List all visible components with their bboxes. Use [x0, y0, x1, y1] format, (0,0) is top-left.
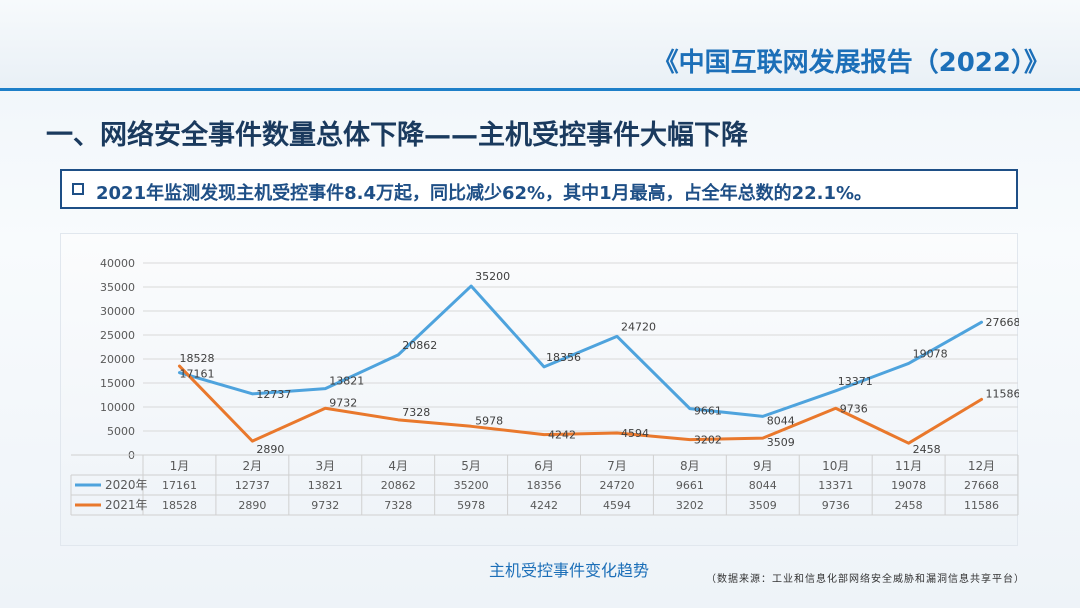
data-label: 7328	[402, 406, 430, 419]
data-label: 5978	[475, 414, 503, 427]
y-tick-label: 20000	[100, 353, 135, 366]
x-tick-label: 2月	[243, 459, 263, 473]
table-cell: 17161	[162, 479, 197, 492]
source-note: （数据来源：工业和信息化部网络安全威胁和漏洞信息共享平台）	[706, 574, 1025, 585]
data-label: 24720	[621, 320, 656, 333]
y-tick-label: 30000	[100, 305, 135, 318]
table-cell: 13371	[818, 479, 853, 492]
table-cell: 7328	[384, 499, 412, 512]
x-tick-label: 8月	[680, 459, 700, 473]
data-label: 18356	[546, 351, 581, 364]
x-tick-label: 10月	[822, 459, 849, 473]
y-tick-label: 10000	[100, 401, 135, 414]
x-tick-label: 12月	[968, 459, 995, 473]
section-heading: 一、网络安全事件数量总体下降——主机受控事件大幅下降	[46, 120, 748, 151]
data-label: 2458	[913, 443, 941, 456]
data-label: 3202	[694, 434, 722, 447]
table-cell: 9661	[676, 479, 704, 492]
table-cell: 2890	[238, 499, 266, 512]
legend-label: 2020年	[105, 478, 148, 492]
x-tick-label: 9月	[753, 459, 773, 473]
data-label: 11586	[986, 387, 1019, 400]
data-label: 13821	[329, 375, 364, 388]
table-cell: 3509	[749, 499, 777, 512]
table-cell: 4594	[603, 499, 631, 512]
x-tick-label: 6月	[534, 459, 554, 473]
table-cell: 9732	[311, 499, 339, 512]
series-line-1	[177, 364, 984, 445]
data-label: 12737	[256, 388, 291, 401]
line-chart: 0500010000150002000025000300003500040000…	[70, 257, 1019, 516]
data-label: 4594	[621, 427, 649, 440]
table-cell: 27668	[964, 479, 999, 492]
data-label: 17161	[179, 368, 214, 381]
summary-text: 2021年监测发现主机受控事件8.4万起，同比减少62%，其中1月最高，占全年总…	[96, 183, 873, 204]
y-tick-label: 25000	[100, 329, 135, 342]
table-cell: 2458	[895, 499, 923, 512]
y-tick-label: 15000	[100, 377, 135, 390]
data-label: 3509	[767, 436, 795, 449]
data-label: 8044	[767, 414, 795, 427]
table-cell: 18356	[527, 479, 562, 492]
data-label: 2890	[256, 443, 284, 456]
legend-label: 2021年	[105, 498, 148, 512]
x-tick-label: 7月	[607, 459, 627, 473]
x-tick-label: 11月	[895, 459, 922, 473]
table-cell: 18528	[162, 499, 197, 512]
x-tick-label: 5月	[461, 459, 481, 473]
series-line-0	[177, 284, 984, 418]
header-divider	[0, 88, 1080, 91]
y-tick-label: 35000	[100, 281, 135, 294]
y-tick-label: 5000	[107, 425, 135, 438]
data-label: 9661	[694, 405, 722, 418]
table-cell: 13821	[308, 479, 343, 492]
report-title: 《中国互联网发展报告（2022）》	[652, 48, 1050, 78]
table-cell: 4242	[530, 499, 558, 512]
table-cell: 20862	[381, 479, 416, 492]
table-cell: 12737	[235, 479, 270, 492]
table-cell: 19078	[891, 479, 926, 492]
table-cell: 35200	[454, 479, 489, 492]
table-cell: 8044	[749, 479, 777, 492]
y-tick-label: 40000	[100, 257, 135, 270]
table-cell: 5978	[457, 499, 485, 512]
table-cell: 24720	[599, 479, 634, 492]
data-label: 9736	[840, 402, 868, 415]
summary-box: 2021年监测发现主机受控事件8.4万起，同比减少62%，其中1月最高，占全年总…	[60, 169, 1018, 209]
chart-caption: 主机受控事件变化趋势	[489, 561, 650, 580]
table-cell: 11586	[964, 499, 999, 512]
checkbox-square-icon	[72, 183, 84, 195]
table-cell: 9736	[822, 499, 850, 512]
data-label: 4242	[548, 429, 576, 442]
data-label: 9732	[329, 396, 357, 409]
data-label: 27668	[986, 316, 1019, 329]
chart-panel: 0500010000150002000025000300003500040000…	[60, 233, 1019, 546]
x-tick-label: 4月	[388, 459, 408, 473]
data-label: 19078	[913, 347, 948, 360]
data-label: 35200	[475, 270, 510, 283]
header-band	[0, 0, 1080, 88]
x-tick-label: 3月	[315, 459, 335, 473]
x-tick-label: 1月	[170, 459, 190, 473]
data-label: 13371	[838, 375, 873, 388]
data-label: 20862	[402, 339, 437, 352]
data-label: 18528	[179, 352, 214, 365]
table-cell: 3202	[676, 499, 704, 512]
